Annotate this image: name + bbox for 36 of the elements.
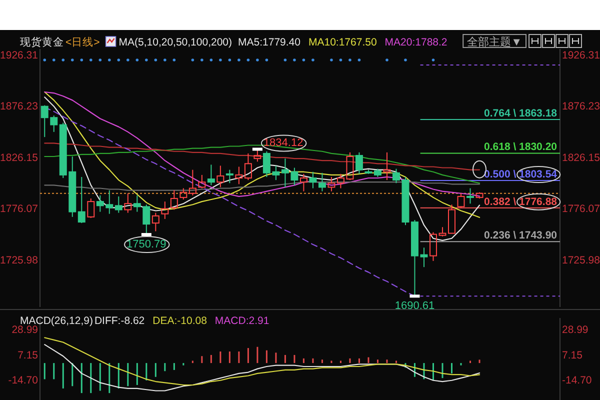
chart-subtitle: <日线>	[66, 36, 100, 48]
ref-line: 0.764 \ 1863.18	[420, 107, 560, 120]
y-tick-label: 1926.31	[0, 49, 38, 62]
legend: MA(5,10,20,50,100,200) MA5:1779.40 MA10:1767.50 MA20:1788.2	[105, 36, 448, 48]
ref-line-label: 0.236 \ 1743.90	[484, 230, 558, 242]
y-tick-label: 7.15	[18, 349, 38, 362]
ref-line: 0.500 \ 1803.54	[420, 168, 560, 182]
ref-line: 0.618 \ 1830.20	[420, 141, 560, 154]
y2-tick-label: 7.15	[562, 349, 583, 362]
ref-line: 0.382 \ 1776.88	[420, 196, 560, 208]
y2-tick-label: 1926.31	[562, 49, 600, 62]
chart-title: 现货黄金	[20, 36, 64, 48]
y-tick-label: 1725.98	[0, 254, 38, 267]
annotation: 1690.61	[394, 300, 435, 312]
legend: DIFF:-8.62 DEA:-10.08 MACD:2.91	[94, 315, 270, 327]
chart-title: MACD(26,12,9)	[20, 315, 93, 327]
y-tick-label: 1776.07	[0, 203, 38, 216]
ref-line-label: 0.500 \ 1803.54	[484, 168, 558, 181]
y2-tick-label: 1876.23	[562, 100, 600, 113]
y2-tick-label: 28.99	[562, 324, 588, 336]
y2-tick-label: 1725.98	[562, 254, 600, 267]
toolbar-button: 全部主题▼	[462, 34, 526, 48]
y-tick-label: 28.99	[12, 324, 38, 336]
y2-tick-label: -14.70	[562, 374, 592, 387]
ref-line: 0.236 \ 1743.90	[420, 230, 560, 242]
y-tick-label: 1826.15	[0, 152, 38, 164]
y-tick-label: -14.70	[8, 374, 38, 387]
y2-tick-label: 1826.15	[562, 152, 600, 164]
y2-tick-label: 1776.07	[562, 203, 600, 216]
y-tick-label: 1876.23	[0, 100, 38, 113]
ref-line-label: 0.382 \ 1776.88	[484, 196, 558, 208]
annotation: 1750.79	[126, 238, 166, 251]
ref-line-label: 0.618 \ 1830.20	[484, 141, 558, 154]
legend-title: MA(5,10,20,50,100,200)	[118, 36, 232, 48]
ref-line-label: 0.764 \ 1863.18	[484, 107, 558, 120]
annotation: 1834.12	[263, 137, 304, 150]
